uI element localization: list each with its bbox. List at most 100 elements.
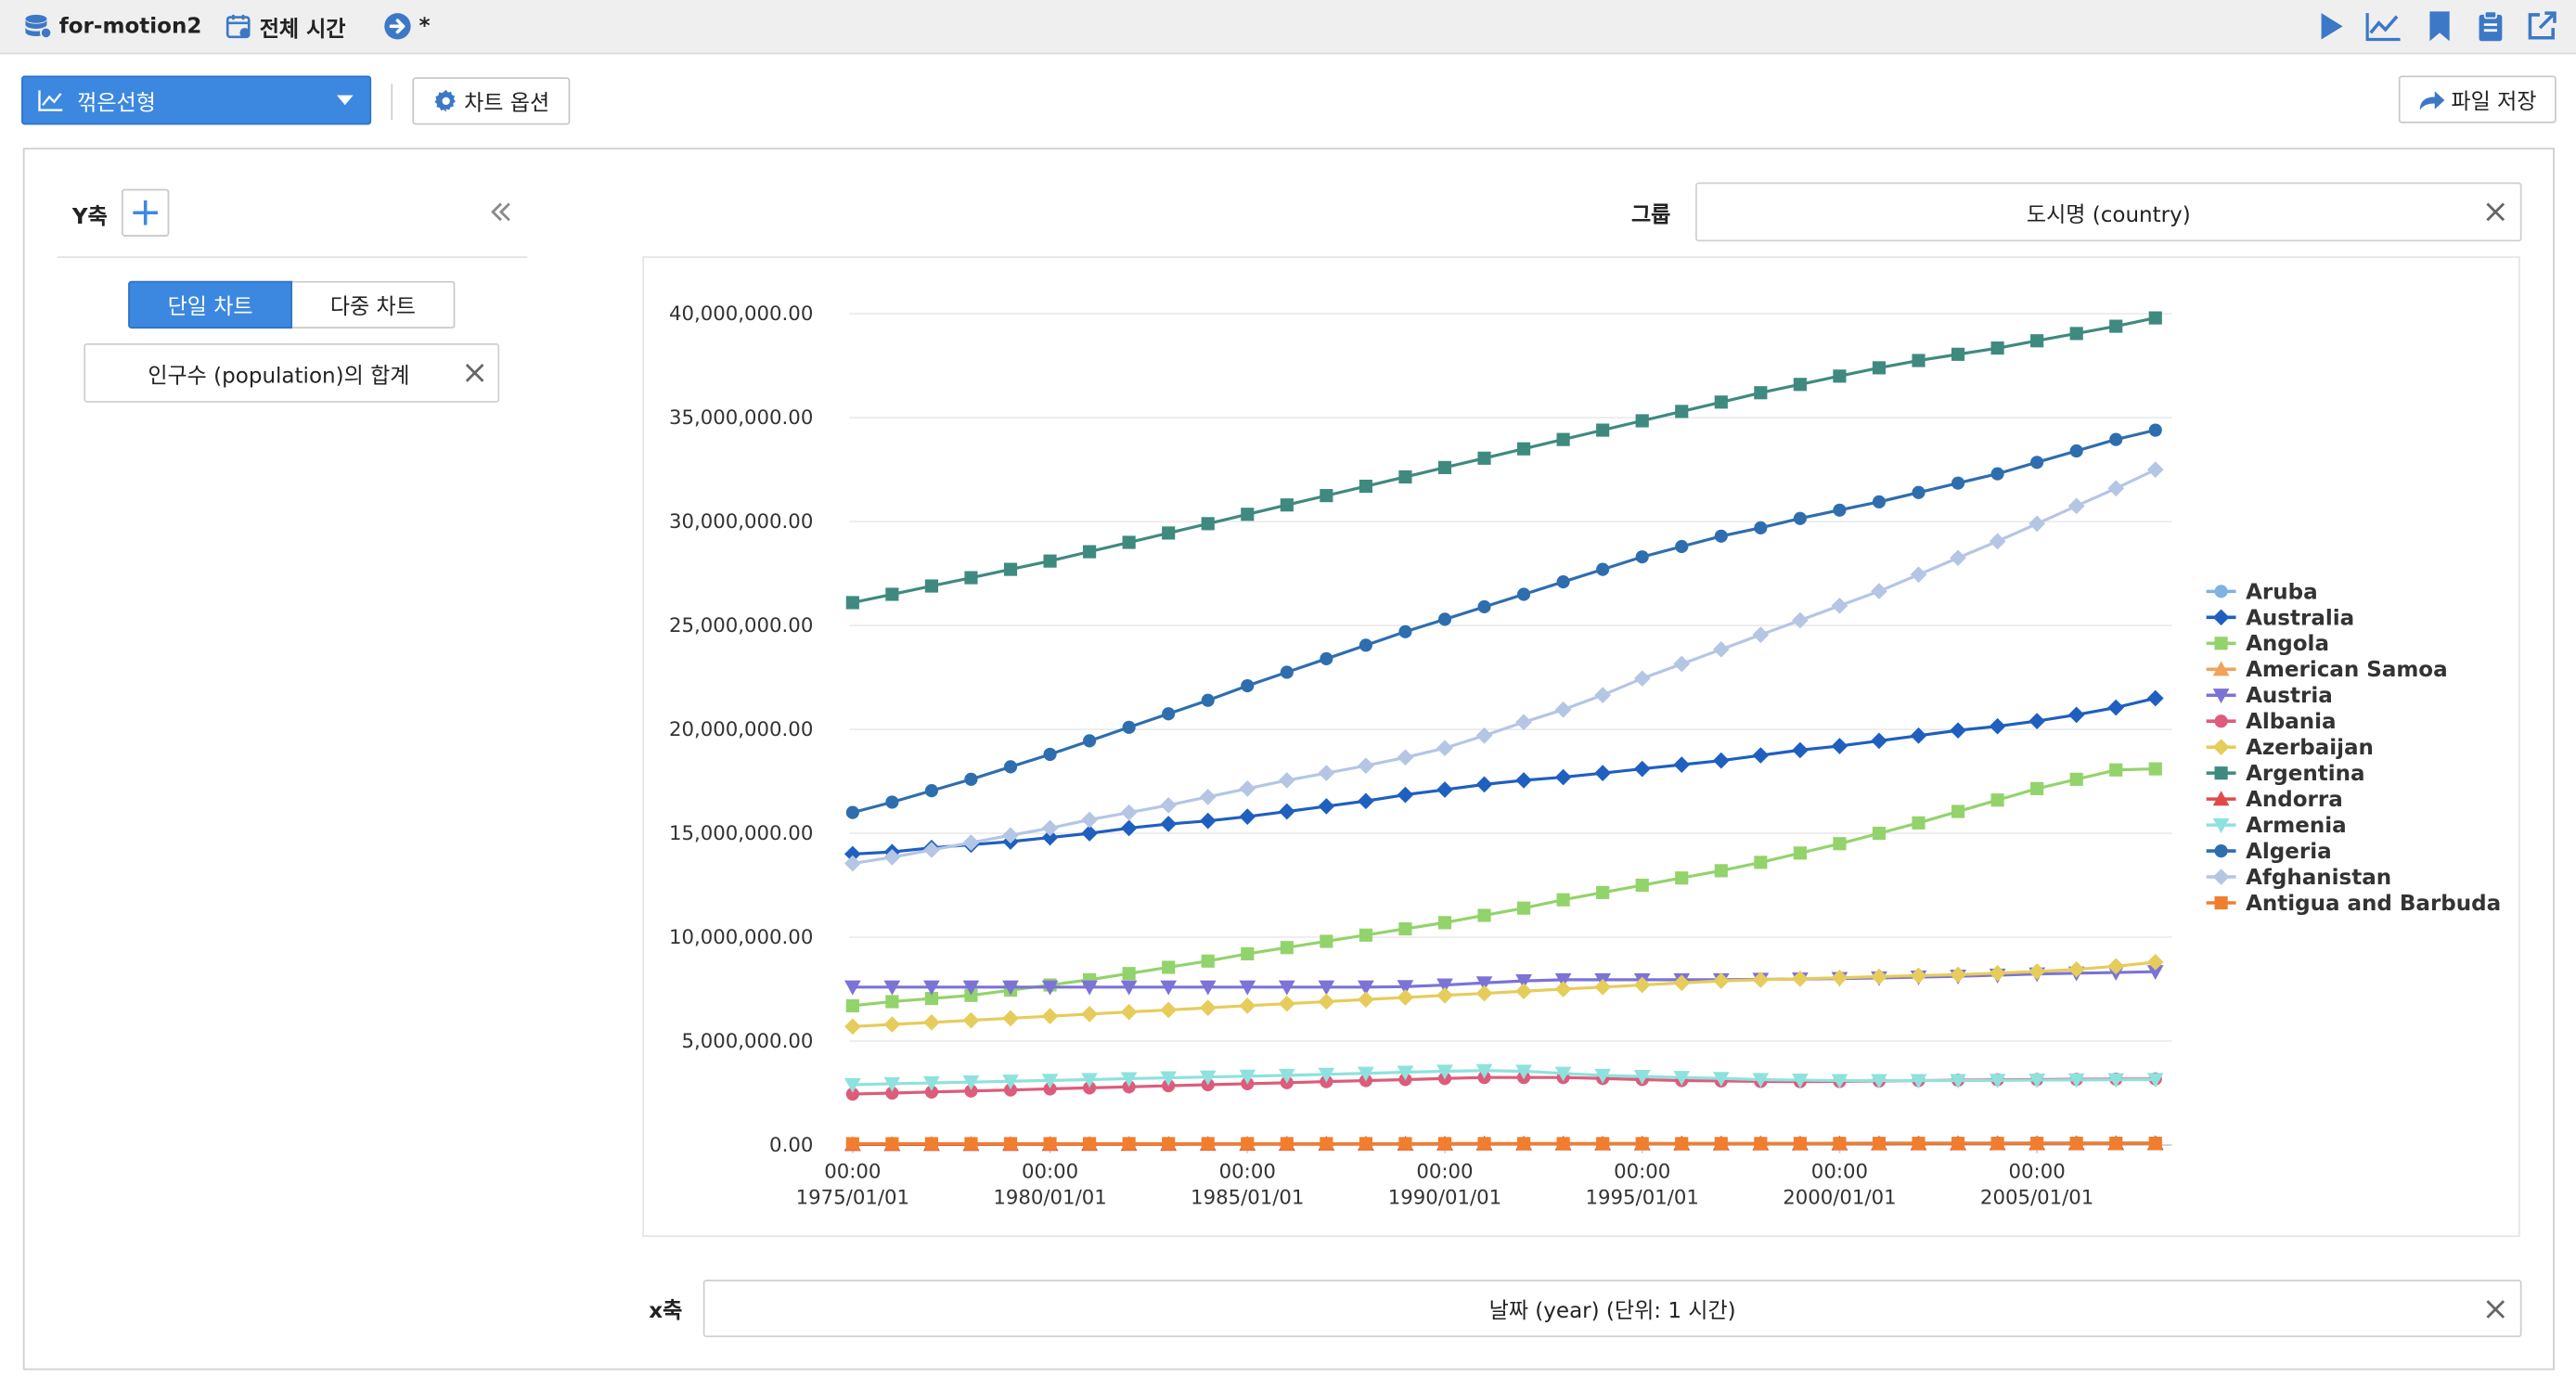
data-point bbox=[1673, 1071, 1691, 1087]
data-point bbox=[924, 579, 939, 593]
data-point bbox=[1083, 1081, 1097, 1095]
data-point bbox=[1122, 535, 1136, 549]
data-point bbox=[2069, 444, 2083, 458]
x-axis-field[interactable]: 날짜 (year) (단위: 1 시간) bbox=[702, 1280, 2522, 1338]
data-point bbox=[1320, 1137, 1333, 1151]
data-point bbox=[1793, 378, 1807, 392]
flow-status[interactable]: * bbox=[383, 10, 431, 43]
data-point bbox=[964, 571, 978, 585]
time-range-label: 전체 시간 bbox=[259, 17, 346, 43]
group-field-value: 도시명 (country) bbox=[2026, 202, 2191, 228]
data-point bbox=[1635, 414, 1649, 428]
data-point bbox=[2148, 762, 2162, 776]
data-point bbox=[1199, 999, 1217, 1017]
x-tick-label: 1980/01/01 bbox=[993, 1187, 1106, 1210]
data-point bbox=[1990, 793, 2004, 807]
data-point bbox=[964, 1137, 978, 1151]
data-point bbox=[2029, 1074, 2045, 1088]
tab-single-chart[interactable]: 단일 차트 bbox=[128, 280, 293, 329]
x-tick-label: 00:00 bbox=[1022, 1160, 1078, 1183]
data-point bbox=[844, 845, 861, 863]
data-point bbox=[1358, 991, 1374, 1009]
chart-toolbar: 꺾은선형 차트 옵션 파일 저장 bbox=[0, 54, 2576, 146]
data-point bbox=[1990, 467, 2004, 481]
close-icon[interactable] bbox=[463, 361, 486, 384]
data-point bbox=[1754, 856, 1768, 869]
double-chevron-left-icon[interactable] bbox=[490, 200, 513, 224]
data-point bbox=[1912, 816, 1926, 830]
data-point bbox=[1477, 599, 1491, 614]
x-axis-label: x축 bbox=[649, 1299, 683, 1324]
play-icon[interactable] bbox=[2316, 10, 2346, 43]
data-point bbox=[2069, 772, 2083, 786]
y-tick-label: 40,000,000.00 bbox=[669, 302, 813, 326]
chevron-down-icon bbox=[336, 95, 354, 106]
data-point bbox=[1831, 969, 1848, 986]
data-point bbox=[1081, 825, 1098, 842]
data-point bbox=[1912, 1137, 1926, 1151]
x-tick-label: 00:00 bbox=[2009, 1160, 2066, 1183]
data-point bbox=[1398, 624, 1412, 638]
data-point bbox=[1122, 720, 1136, 734]
data-point bbox=[1515, 714, 1532, 731]
x-tick-label: 00:00 bbox=[824, 1160, 881, 1183]
x-tick-label: 2005/01/01 bbox=[1980, 1187, 2093, 1210]
data-point bbox=[962, 834, 980, 851]
save-file-button[interactable]: 파일 저장 bbox=[2398, 75, 2557, 123]
data-point bbox=[1910, 967, 1927, 985]
data-point bbox=[962, 1075, 980, 1090]
data-point bbox=[1792, 741, 1809, 759]
data-point bbox=[1596, 885, 1610, 899]
data-point bbox=[1359, 638, 1372, 652]
data-point bbox=[923, 1013, 940, 1031]
data-point bbox=[1162, 1137, 1176, 1151]
series-line bbox=[852, 960, 2156, 1028]
y-field-chip[interactable]: 인구수 (population)의 합계 bbox=[84, 343, 500, 403]
y-tick-label: 35,000,000.00 bbox=[669, 406, 813, 430]
data-point bbox=[885, 587, 899, 601]
data-point bbox=[1833, 503, 1847, 517]
legend-label: Afghanistan bbox=[2246, 866, 2391, 890]
time-range-tab[interactable]: 전체 시간 bbox=[225, 10, 346, 43]
bookmark-icon[interactable] bbox=[2427, 10, 2453, 43]
data-point bbox=[1633, 760, 1651, 778]
data-point bbox=[2148, 1136, 2162, 1151]
line-chart-icon bbox=[38, 90, 63, 111]
chart-options-button[interactable]: 차트 옵션 bbox=[412, 77, 571, 125]
chart-type-dropdown[interactable]: 꺾은선형 bbox=[21, 75, 372, 125]
line-chart-icon[interactable] bbox=[2365, 10, 2402, 43]
add-y-axis-button[interactable] bbox=[122, 188, 170, 237]
data-point bbox=[2107, 1073, 2125, 1088]
data-point bbox=[844, 855, 861, 872]
data-point bbox=[1436, 986, 1453, 1004]
data-point bbox=[1359, 479, 1372, 494]
legend-marker bbox=[2212, 791, 2230, 806]
data-point bbox=[1515, 772, 1532, 789]
clipboard-icon[interactable] bbox=[2476, 10, 2505, 43]
data-point bbox=[883, 1016, 901, 1033]
data-point bbox=[962, 1011, 980, 1029]
data-point bbox=[1120, 1072, 1138, 1088]
data-point bbox=[1358, 792, 1374, 810]
arrow-circle-right-icon bbox=[384, 13, 411, 40]
close-icon[interactable] bbox=[2484, 1298, 2507, 1321]
data-point bbox=[883, 1076, 901, 1092]
data-point bbox=[1278, 995, 1295, 1012]
group-field[interactable]: 도시명 (country) bbox=[1695, 182, 2522, 242]
data-point bbox=[1162, 526, 1176, 540]
data-point bbox=[1477, 1137, 1491, 1151]
data-point bbox=[1635, 878, 1649, 893]
data-point bbox=[1989, 1074, 2006, 1089]
tab-multi-chart[interactable]: 다중 차트 bbox=[292, 280, 456, 329]
external-link-icon[interactable] bbox=[2525, 10, 2557, 43]
dataset-tab[interactable]: for-motion2 bbox=[23, 10, 202, 43]
calendar-icon bbox=[225, 14, 251, 39]
data-point bbox=[1041, 980, 1059, 996]
data-point bbox=[1754, 521, 1768, 534]
close-icon[interactable] bbox=[2484, 200, 2507, 224]
legend-label: Antigua and Barbuda bbox=[2246, 892, 2501, 916]
legend-label: Azerbaijan bbox=[2246, 736, 2374, 760]
x-tick-label: 2000/01/01 bbox=[1783, 1187, 1896, 1210]
legend-marker bbox=[2212, 869, 2230, 885]
